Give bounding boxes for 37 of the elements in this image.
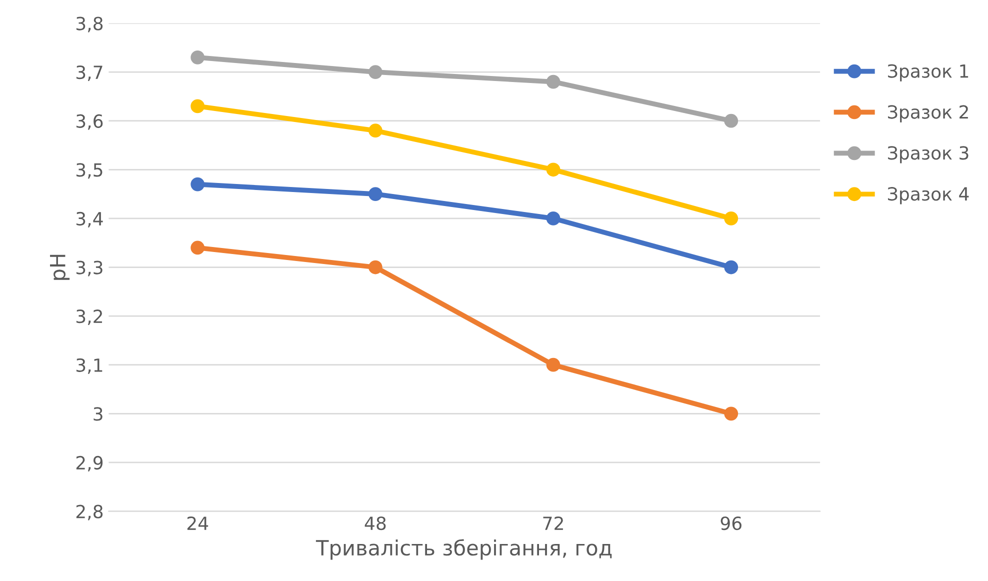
point: [724, 114, 738, 128]
y-tick-label: 2,8: [76, 504, 103, 520]
point: [546, 162, 560, 177]
point: [724, 260, 738, 274]
x-tick-label: 72: [543, 516, 563, 530]
point: [190, 240, 205, 255]
point: [546, 74, 560, 89]
y-tick-label: 3: [94, 407, 102, 421]
x-tick-label: 96: [720, 516, 742, 530]
y-axis-title: pH: [50, 254, 70, 280]
point: [368, 260, 382, 274]
y-tick-label: 3,5: [76, 163, 102, 179]
point: [724, 406, 738, 421]
legend-label: Зразок 4: [888, 187, 969, 204]
y-tick-label: 3,7: [76, 66, 102, 82]
point: [368, 124, 382, 138]
x-tick-label: 24: [187, 516, 208, 530]
point: [724, 212, 738, 226]
y-tick-label: 2,9: [76, 456, 103, 472]
point: [368, 187, 382, 201]
x-tick-label: 48: [364, 516, 386, 530]
legend-label: Зразок 3: [888, 146, 968, 164]
point: [190, 177, 205, 192]
point: [546, 358, 560, 372]
y-tick-label: 3,3: [76, 260, 102, 276]
y-tick-label: 3,4: [76, 212, 103, 228]
y-tick-label: 3,1: [76, 358, 102, 374]
legend-label: Зразок 1: [888, 64, 968, 82]
point: [190, 99, 205, 114]
y-tick-label: 3,2: [76, 310, 102, 326]
y-tick-label: 3,6: [76, 114, 103, 130]
legend-label: Зразок 2: [888, 105, 968, 122]
point: [368, 65, 382, 79]
y-tick-label: 3,8: [76, 16, 103, 32]
point: [190, 50, 205, 64]
x-axis-title: Тривалість зберігання, год: [316, 539, 612, 560]
point: [546, 212, 560, 226]
